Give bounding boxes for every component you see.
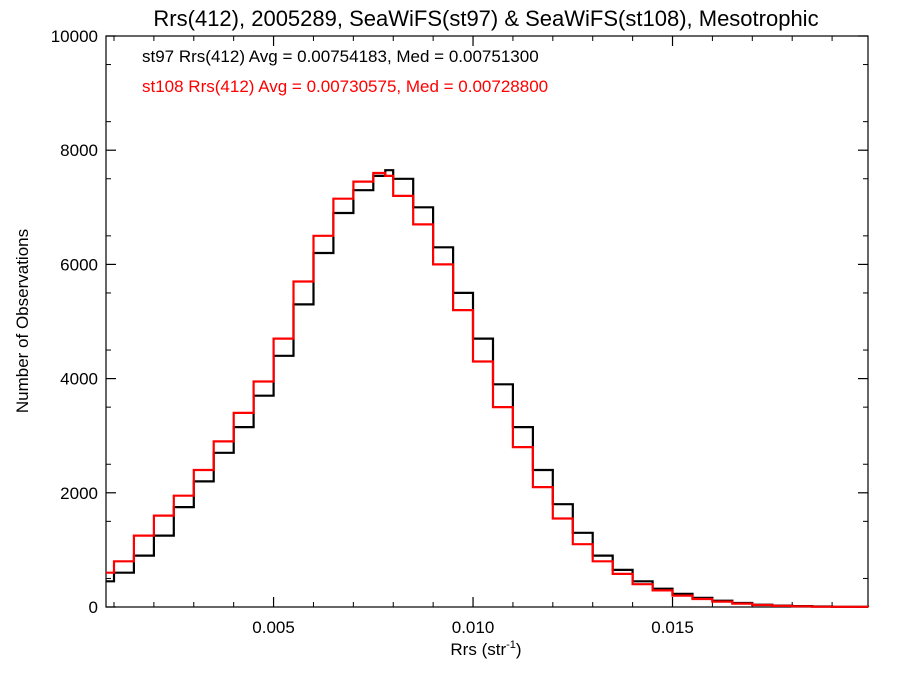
series-line-st97 [106,169,870,608]
y-tick-label: 10000 [51,27,98,46]
x-axis-label-superscript: -1 [506,639,516,651]
x-axis-label: Rrs (str-1) [450,639,521,659]
x-tick-label: 0.015 [651,618,694,637]
x-tick-label: 0.005 [252,618,295,637]
st97-stats-annotation: st97 Rrs(412) Avg = 0.00754183, Med = 0.… [142,47,539,66]
plot-frame [105,35,869,608]
x-tick-label: 0.010 [452,618,495,637]
y-tick-label: 8000 [60,141,98,160]
axes-ticks [106,35,868,608]
y-tick-label: 0 [89,598,98,617]
y-tick-label: 6000 [60,255,98,274]
series-line-st108 [106,171,870,608]
x-axis-label-tail: ) [516,640,522,659]
tick-labels: 0 2000 4000 6000 8000 10000 0.005 0.010 0.015 [51,27,694,637]
y-tick-label: 4000 [60,370,98,389]
x-axis-label-main: Rrs (str [450,640,506,659]
st108-stats-annotation: st108 Rrs(412) Avg = 0.00730575, Med = 0… [142,77,548,96]
y-tick-label: 2000 [60,484,98,503]
series-layer [106,169,870,608]
y-axis-label: Number of Observations [13,229,32,413]
chart-title: Rrs(412), 2005289, SeaWiFS(st97) & SeaWi… [153,6,818,31]
